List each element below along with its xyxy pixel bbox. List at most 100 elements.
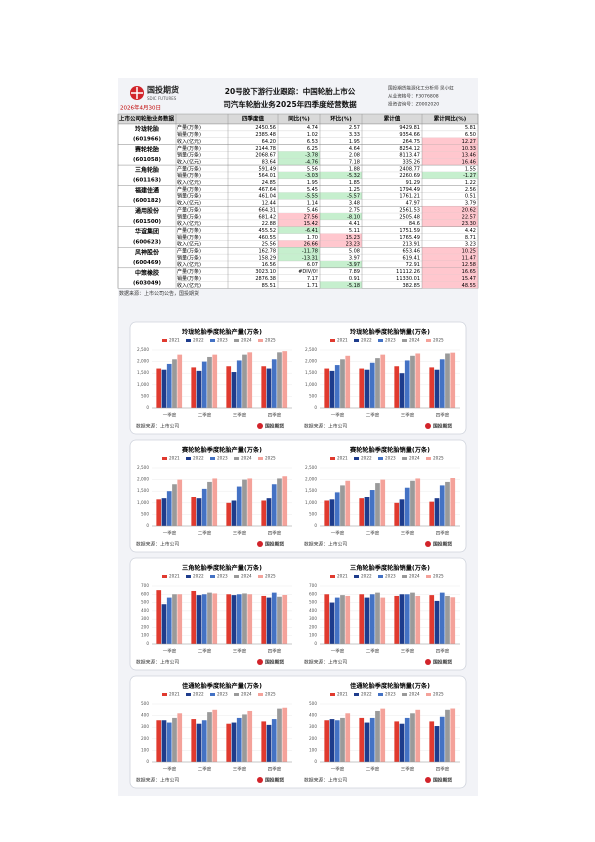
bar	[434, 726, 440, 762]
chart-title: 赛轮轮胎季度轮胎销量(万条)	[349, 446, 430, 454]
legend-label: 2022	[193, 574, 204, 579]
cell: 26.66	[304, 242, 318, 248]
y-tick-label: 400	[141, 713, 149, 718]
y-tick-label: 1,500	[137, 370, 149, 375]
bar	[166, 491, 172, 526]
bar	[247, 710, 253, 762]
cell: 64.20	[262, 139, 276, 145]
cell: 83.64	[262, 159, 276, 165]
bar	[399, 499, 405, 526]
cell: 2260.69	[399, 173, 420, 179]
bar	[201, 720, 207, 762]
y-tick-label: 700	[309, 583, 317, 588]
y-tick-label: 0	[314, 759, 317, 764]
cell: 3.23	[465, 242, 476, 248]
company-code: (601500)	[133, 219, 161, 225]
y-tick-label: 700	[141, 583, 149, 588]
bar	[156, 720, 162, 762]
chart-source: 数据来源：上市公司	[304, 659, 347, 666]
bar	[334, 720, 340, 762]
bar	[172, 484, 177, 526]
cell: 455.52	[259, 228, 277, 234]
cell: -5.18	[347, 283, 360, 289]
bar	[415, 595, 421, 644]
bar	[236, 594, 242, 644]
y-tick-label: 500	[141, 511, 149, 516]
y-tick-label: 200	[141, 736, 149, 741]
bar	[282, 351, 288, 408]
legend-swatch	[426, 693, 431, 696]
cell: 11112.26	[396, 269, 420, 275]
bar	[277, 708, 282, 762]
cell: 7.17	[307, 276, 318, 282]
cell: 9354.66	[399, 132, 420, 138]
cell: 16.46	[462, 159, 476, 165]
cell: 7.18	[349, 159, 360, 165]
bar	[207, 481, 212, 526]
legend-swatch	[234, 693, 239, 696]
bar	[247, 594, 253, 644]
chart-title: 佳通轮胎季度轮胎产量(万条)	[182, 682, 262, 690]
x-tick-label: 四季度	[436, 648, 450, 655]
row-label: 销量(万条)	[177, 234, 201, 241]
x-tick-label: 三季度	[233, 766, 247, 773]
bar	[380, 708, 386, 762]
legend-label: 2022	[361, 574, 372, 579]
x-tick-label: 四季度	[268, 412, 282, 419]
legend-label: 2023	[217, 692, 228, 697]
y-tick-label: 100	[141, 633, 149, 638]
chart-title: 佳通轮胎季度轮胎销量(万条)	[350, 682, 430, 690]
logo-icon	[257, 541, 263, 547]
bar	[261, 721, 267, 762]
cell: 335.26	[403, 159, 421, 165]
bar	[201, 361, 207, 408]
bar	[345, 595, 351, 644]
cell: 5.56	[307, 166, 318, 172]
cell: 591.49	[259, 166, 277, 172]
y-tick-label: 1,500	[305, 488, 317, 493]
bar	[450, 597, 456, 644]
cell-highlight	[320, 240, 362, 248]
x-tick-label: 一季度	[163, 412, 177, 419]
bar	[380, 597, 386, 644]
legend-label: 2023	[217, 338, 228, 343]
header-cell: 上市公司轮胎业务数据	[119, 115, 175, 123]
cell: 84.6	[409, 221, 420, 227]
legend-swatch	[258, 693, 263, 696]
cell: 653.46	[403, 249, 421, 255]
cell: 6.50	[465, 132, 476, 138]
legend-label: 2025	[265, 338, 276, 343]
cell-highlight	[422, 219, 478, 227]
cell: 4.42	[465, 228, 476, 234]
row-label: 收入(亿元)	[177, 200, 201, 207]
legend-label: 2025	[265, 574, 276, 579]
y-tick-label: 2,000	[137, 477, 149, 482]
date: 2026年4月30日	[120, 104, 161, 112]
title-line: 20号胶下游行业跟踪：中国轮胎上市公	[225, 86, 356, 96]
row-label: 销量(万条)	[177, 193, 201, 200]
bar	[236, 360, 242, 408]
cell: 5.45	[307, 187, 318, 193]
cell: 2505.48	[399, 214, 420, 220]
bar	[156, 590, 162, 644]
cell: 8113.47	[399, 153, 420, 159]
y-tick-label: 200	[309, 736, 317, 741]
bar	[340, 359, 345, 408]
x-tick-label: 二季度	[366, 412, 380, 419]
legend-label: 2021	[169, 338, 180, 343]
bar	[191, 719, 197, 762]
bar	[191, 590, 197, 644]
x-tick-label: 一季度	[331, 530, 345, 537]
y-tick-label: 0	[146, 405, 149, 410]
x-tick-label: 四季度	[268, 530, 282, 537]
cell: -8.10	[347, 214, 360, 220]
x-tick-label: 二季度	[366, 530, 380, 537]
legend-swatch	[162, 339, 167, 342]
cell-highlight	[320, 281, 362, 289]
cell: 460.55	[259, 235, 277, 241]
company-code: (603049)	[133, 280, 161, 286]
cell: 7.89	[349, 269, 360, 275]
cell: 8254.12	[399, 146, 420, 152]
logo-text: 国投期货	[433, 777, 452, 784]
chart-title: 三角轮胎季度轮胎产量(万条)	[182, 564, 262, 572]
